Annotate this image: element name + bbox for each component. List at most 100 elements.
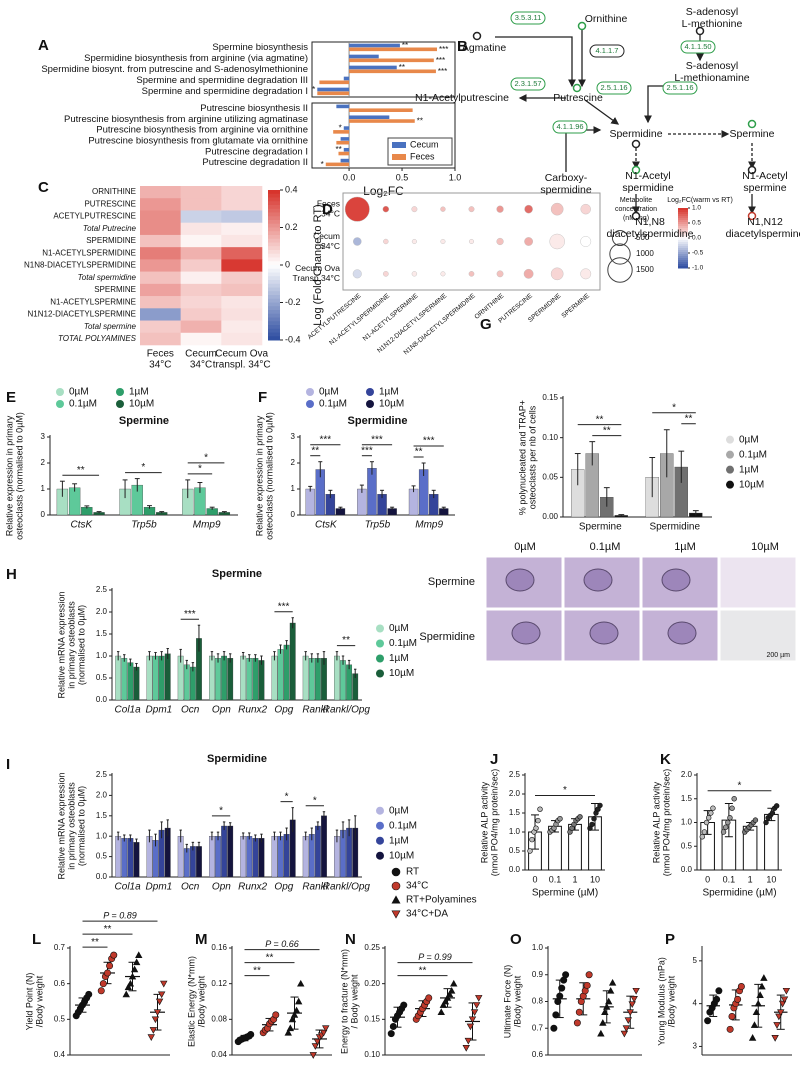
bar: [302, 655, 309, 701]
bubble: [352, 269, 362, 279]
bubble: [496, 237, 504, 246]
colorbar-step: [268, 268, 280, 273]
sig-label: P = 0.89: [103, 911, 136, 921]
row-label: Cecum Ova: [295, 263, 340, 273]
data-point: [731, 796, 737, 802]
data-point: [780, 996, 789, 1004]
y-axis-label: (normalised to 0µM): [76, 605, 86, 685]
enzyme-box: [552, 120, 588, 134]
bar: [146, 655, 153, 701]
row-label: PUTRESCINE: [84, 199, 136, 208]
heat-cell: [140, 198, 181, 211]
sig-label: **: [311, 445, 319, 456]
heat-cell: [221, 234, 263, 248]
pathway-node-dot: [747, 211, 757, 221]
sig-label: ***: [438, 67, 447, 76]
data-point: [537, 806, 543, 812]
enzyme-box: [510, 77, 546, 91]
data-point: [760, 974, 768, 981]
y-tick-label: 0.5: [509, 846, 521, 855]
bubble: [353, 237, 362, 246]
data-point: [577, 814, 583, 820]
bubble: [468, 206, 475, 213]
x-tick-label: Rankl/Opg: [323, 705, 371, 716]
data-point: [85, 990, 93, 998]
sig-label: P = 0.66: [265, 939, 298, 949]
legend-label: 10µM: [379, 399, 404, 410]
legend-swatch: [392, 154, 406, 160]
x-tick-label: 0.0: [343, 172, 356, 182]
pathway-node: N1,N8: [635, 216, 665, 228]
bar: [325, 162, 350, 167]
data-point: [552, 1011, 560, 1019]
colorbar-step: [268, 253, 280, 258]
data-point: [734, 995, 742, 1003]
heat-cell: [180, 259, 222, 272]
sig-label: **: [399, 63, 405, 72]
sig-label: ***: [371, 434, 383, 445]
colorbar-step: [268, 208, 280, 213]
data-point: [748, 1034, 757, 1041]
pathway-node: spermidine: [622, 182, 674, 194]
y-tick-label: 0.5: [96, 852, 108, 861]
data-point: [97, 987, 105, 995]
data-point: [311, 1043, 320, 1050]
row-label: ORNITHINE: [92, 187, 136, 196]
data-point: [400, 1001, 408, 1009]
pathway-node: S-adenosyl: [686, 60, 739, 72]
x-tick-label: Ocn: [181, 705, 200, 716]
panel-letter: O: [510, 931, 522, 948]
colorbar-step: [678, 264, 688, 267]
bubble: [496, 205, 504, 213]
x-tick-label: Spermidine: [649, 522, 700, 533]
x-tick-label: 0: [705, 874, 710, 884]
bar: [314, 825, 321, 878]
data-point: [575, 1008, 583, 1016]
data-point: [769, 810, 776, 816]
data-point: [603, 1003, 611, 1010]
legend-label: 1µM: [739, 464, 759, 475]
colorbar-tick-label: -0.4: [285, 334, 301, 344]
data-point: [727, 815, 733, 821]
row-label: Total Putrecine: [83, 224, 137, 233]
pathway-node: L-methionamine: [674, 72, 749, 84]
heat-cell: [140, 308, 181, 321]
colorbar-step: [678, 258, 688, 261]
enzyme-label: 2.5.1.16: [666, 83, 693, 92]
data-point: [573, 1019, 581, 1027]
data-point: [135, 951, 143, 958]
sig-label: *: [321, 160, 324, 169]
data-point: [763, 819, 769, 826]
sig-label: *: [198, 464, 202, 475]
y-tick-label: 2.0: [509, 789, 521, 798]
colorbar-step: [268, 261, 280, 266]
micrograph-cell: [661, 568, 691, 592]
panel-letter: P: [665, 931, 675, 948]
bar: [258, 660, 265, 701]
column-label: SPERMINE: [560, 292, 591, 320]
heat-cell: [221, 332, 263, 346]
legend-marker: [376, 639, 384, 648]
sig-label: **: [596, 414, 604, 425]
category-label: Putrescine biosynthesis from arginine ut…: [64, 114, 308, 125]
colorbar-step: [678, 210, 688, 213]
bar: [346, 664, 353, 701]
enzyme-label: 4.1.1.50: [684, 42, 711, 51]
colorbar-step: [678, 230, 688, 233]
category-label: Putrescine degradation II: [202, 157, 308, 168]
heat-cell: [140, 247, 181, 260]
y-tick-label: 0.9: [532, 970, 544, 979]
micrograph-row-label: Spermidine: [419, 631, 475, 643]
y-tick-label: 2.0: [96, 607, 108, 616]
y-axis-label: in primary osteoblasts: [66, 782, 76, 870]
micrograph-column-label: 1µM: [674, 541, 696, 553]
bar: [227, 658, 234, 701]
data-point: [606, 986, 615, 994]
colorbar-step: [268, 238, 280, 243]
sig-label: **: [336, 145, 342, 154]
pathway-node: spermine: [743, 182, 786, 194]
row-label: Total spermidine: [78, 273, 137, 282]
colorbar-step: [268, 287, 280, 292]
bubble: [468, 271, 475, 277]
enzyme-box: [510, 11, 546, 25]
